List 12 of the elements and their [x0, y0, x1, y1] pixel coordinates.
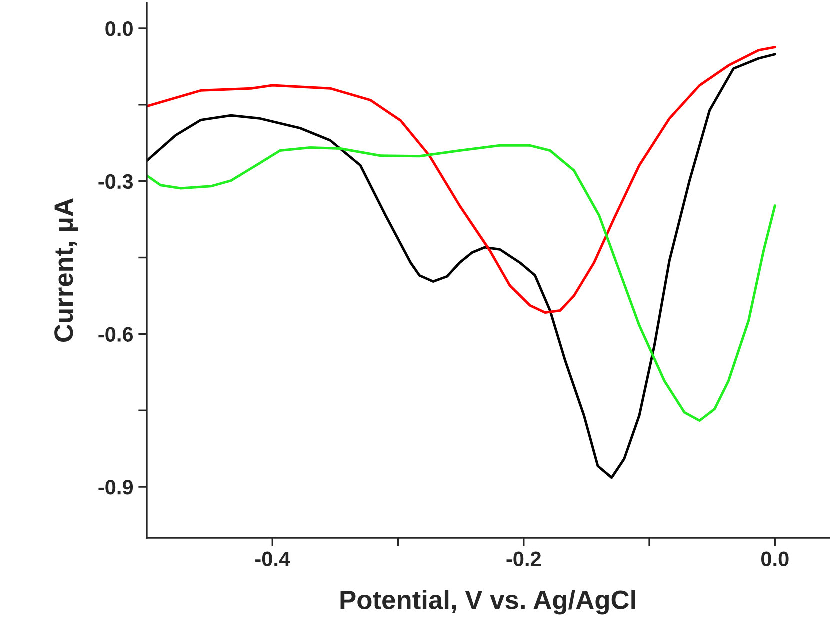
line-series [147, 46, 776, 314]
line-series [147, 53, 776, 480]
x-tick-label: -0.4 [255, 552, 290, 566]
y-tick-label: -0.6 [98, 327, 134, 342]
x-tick-label: 0.0 [761, 552, 789, 566]
y-tick-label: -0.3 [98, 174, 134, 190]
x-axis-title: Potential, V vs. Ag/AgCl [340, 590, 636, 615]
y-tick-label: -0.9 [98, 480, 134, 495]
x-tick-label: -0.2 [506, 552, 542, 566]
y-tick-label: 0.0 [106, 21, 133, 36]
line-series [147, 144, 776, 422]
y-axis-title: Current, μA [54, 198, 78, 342]
